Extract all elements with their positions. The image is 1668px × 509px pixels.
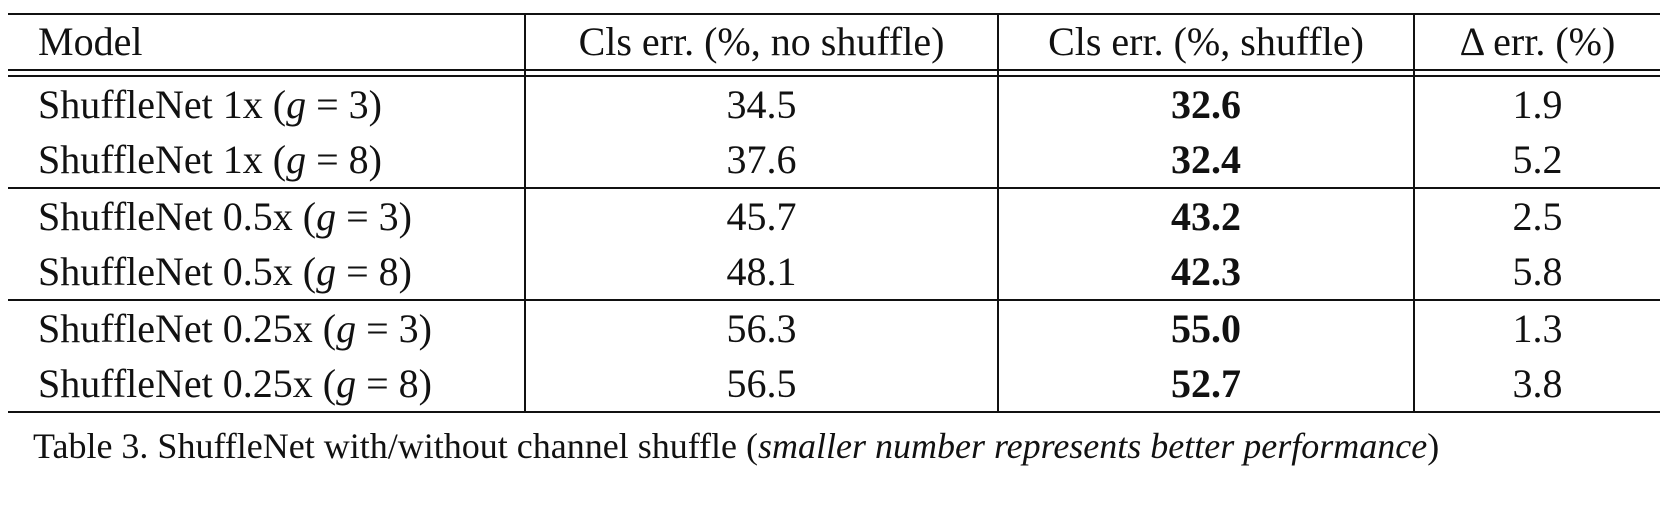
shuffle-cell: 55.0 [997,300,1414,356]
table-caption: Table 3. ShuffleNet with/without channel… [33,425,1439,467]
shuffle-cell: 32.4 [997,132,1414,189]
model-cell: ShuffleNet 0.5x (g = 8) [8,244,525,301]
results-table: Model Cls err. (%, no shuffle) Cls err. … [8,13,1660,413]
caption-end: ) [1427,426,1440,466]
header-model: Model [8,14,525,71]
table-row: ShuffleNet 0.25x (g = 3) 56.3 55.0 1.3 [8,300,1660,356]
results-table-container: Model Cls err. (%, no shuffle) Cls err. … [8,13,1660,413]
no-shuffle-cell: 34.5 [524,76,998,132]
model-cell: ShuffleNet 1x (g = 3) [38,82,382,127]
no-shuffle-cell: 56.5 [524,356,998,413]
delta-cell: 5.2 [1413,132,1660,189]
shuffle-cell: 52.7 [997,356,1414,413]
no-shuffle-cell: 37.6 [524,132,998,189]
delta-cell: 1.3 [1413,300,1660,356]
model-cell: ShuffleNet 0.5x (g = 3) [38,194,412,239]
table-row: ShuffleNet 1x (g = 3) 34.5 32.6 1.9 [8,76,1660,132]
model-cell: ShuffleNet 0.25x (g = 8) [8,356,525,413]
no-shuffle-cell: 45.7 [524,188,998,244]
model-cell: ShuffleNet 0.25x (g = 3) [38,306,432,351]
table-row: ShuffleNet 1x (g = 8) 37.6 32.4 5.2 [8,132,1660,189]
caption-italic-note: smaller number represents better perform… [758,426,1428,466]
table-row: ShuffleNet 0.5x (g = 3) 45.7 43.2 2.5 [8,188,1660,244]
shuffle-cell: 32.6 [997,76,1414,132]
table-row: ShuffleNet 0.25x (g = 8) 56.5 52.7 3.8 [8,356,1660,413]
table-row: ShuffleNet 0.5x (g = 8) 48.1 42.3 5.8 [8,244,1660,301]
no-shuffle-cell: 56.3 [524,300,998,356]
delta-cell: 1.9 [1413,76,1660,132]
delta-cell: 3.8 [1413,356,1660,413]
caption-label: Table 3. ShuffleNet with/without channel… [33,426,758,466]
header-cls-err-no-shuffle: Cls err. (%, no shuffle) [524,14,998,71]
shuffle-cell: 42.3 [997,244,1414,301]
header-double-rule [8,70,1660,77]
model-cell: ShuffleNet 1x (g = 8) [8,132,525,189]
no-shuffle-cell: 48.1 [524,244,998,301]
header-delta-err: Δ err. (%) [1413,14,1660,71]
delta-cell: 5.8 [1413,244,1660,301]
table-header-row: Model Cls err. (%, no shuffle) Cls err. … [8,14,1660,71]
shuffle-cell: 43.2 [997,188,1414,244]
delta-cell: 2.5 [1413,188,1660,244]
header-cls-err-shuffle: Cls err. (%, shuffle) [997,14,1414,71]
